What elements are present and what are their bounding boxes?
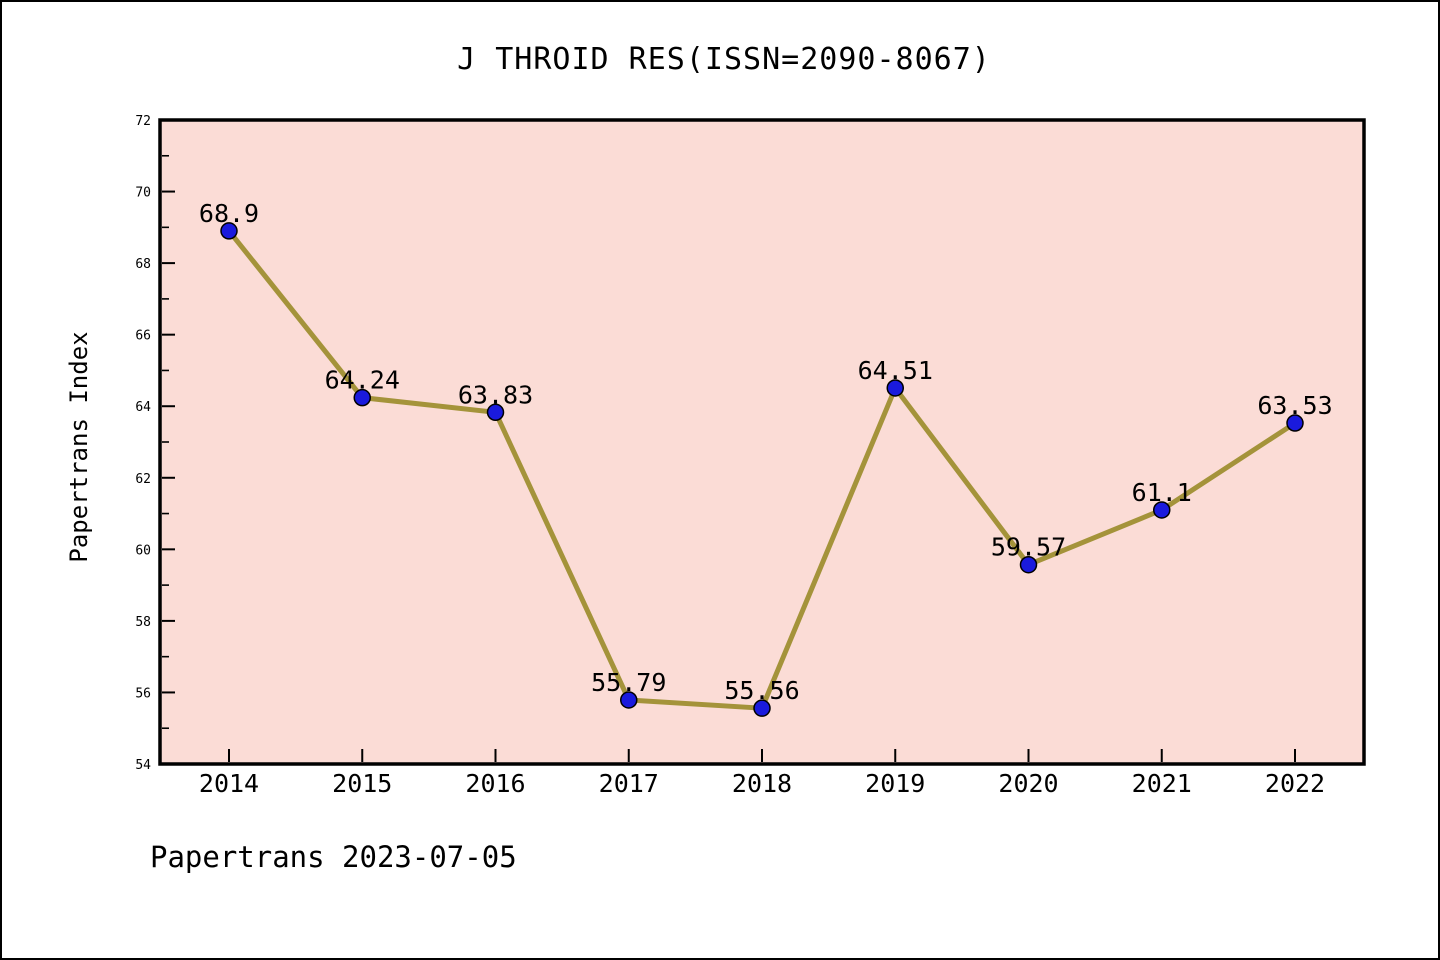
x-tick-label: 2015 xyxy=(332,769,392,798)
data-point xyxy=(486,403,505,422)
data-point-label: 55.79 xyxy=(591,668,666,697)
data-point xyxy=(353,388,371,407)
y-tick-label: 66 xyxy=(135,329,151,344)
plot-area xyxy=(158,118,1366,766)
x-tick-label: 2022 xyxy=(1265,769,1325,798)
data-point xyxy=(1153,501,1171,519)
y-tick-label: 54 xyxy=(135,758,151,773)
x-tick-label: 2014 xyxy=(199,769,259,798)
data-point-label: 64.51 xyxy=(858,356,933,385)
data-point-label: 55.56 xyxy=(724,676,799,705)
footer-note: Papertrans 2023-07-05 xyxy=(150,840,517,874)
data-point xyxy=(753,699,771,717)
data-point xyxy=(220,222,238,240)
x-tick-label: 2017 xyxy=(599,769,659,798)
x-tick-label: 2020 xyxy=(998,769,1058,798)
data-point-label: 63.53 xyxy=(1257,391,1332,420)
data-point-label: 59.57 xyxy=(991,533,1066,562)
x-tick-label: 2019 xyxy=(865,769,925,798)
y-tick-label: 60 xyxy=(135,543,151,558)
y-tick-label: 64 xyxy=(135,400,151,415)
x-tick-label: 2016 xyxy=(465,769,525,798)
y-tick-label: 72 xyxy=(135,114,151,129)
data-point xyxy=(620,691,638,709)
y-tick-label: 56 xyxy=(135,686,151,701)
y-tick-label: 68 xyxy=(135,257,151,272)
data-point xyxy=(1019,555,1038,574)
data-point-label: 63.83 xyxy=(458,380,533,409)
chart-title: J THROID RES(ISSN=2090-8067) xyxy=(457,42,991,77)
data-point xyxy=(886,379,904,397)
y-tick-label: 62 xyxy=(135,472,151,487)
y-tick-label: 70 xyxy=(135,186,151,201)
data-point-label: 68.9 xyxy=(199,199,259,228)
x-tick-label: 2021 xyxy=(1132,769,1192,798)
x-tick-label: 2018 xyxy=(732,769,792,798)
y-tick-label: 58 xyxy=(135,615,151,630)
data-point-label: 61.1 xyxy=(1132,478,1192,507)
data-point-label: 64.24 xyxy=(325,366,400,395)
data-point xyxy=(1286,414,1304,432)
